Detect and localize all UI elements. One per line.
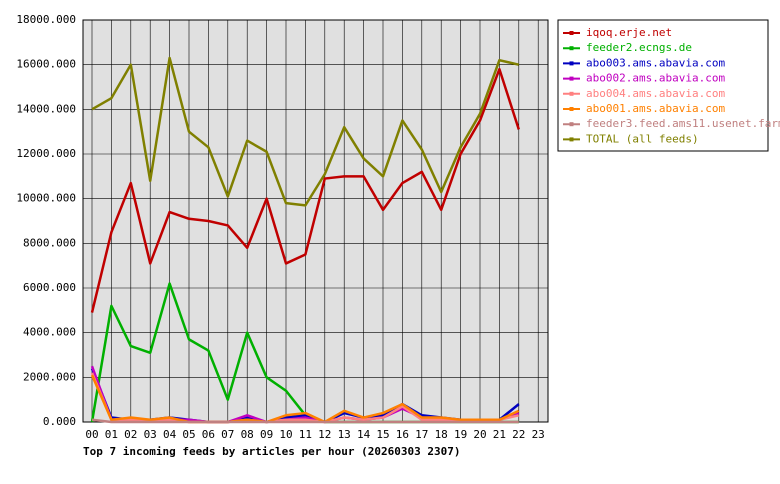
x-tick-label: 20 (473, 428, 486, 441)
legend-label: TOTAL (all feeds) (586, 132, 699, 145)
legend-label: abo001.ams.abavia.com (586, 102, 725, 115)
x-tick-label: 09 (260, 428, 273, 441)
legend-marker (569, 107, 574, 111)
y-tick-label: 14000.000 (16, 102, 76, 115)
legend-label: iqoq.erje.net (586, 26, 672, 39)
legend-label: feeder3.feed.ams11.usenet.farm (586, 117, 780, 130)
x-tick-label: 23 (532, 428, 545, 441)
x-tick-label: 01 (105, 428, 118, 441)
x-tick-label: 14 (357, 428, 371, 441)
x-tick-label: 19 (454, 428, 467, 441)
legend-marker (569, 61, 574, 66)
x-tick-label: 08 (241, 428, 254, 441)
legend-label: abo004.ams.abavia.com (586, 87, 725, 100)
y-tick-label: 10000.000 (16, 192, 76, 205)
x-tick-label: 10 (279, 428, 292, 441)
legend-label: abo002.ams.abavia.com (586, 72, 725, 85)
legend-marker (569, 46, 574, 51)
y-tick-label: 4000.000 (23, 326, 76, 339)
legend-marker (569, 76, 574, 81)
legend-label: abo003.ams.abavia.com (586, 56, 725, 69)
x-tick-label: 16 (396, 428, 409, 441)
chart-title: Top 7 incoming feeds by articles per hou… (83, 445, 461, 458)
x-tick-label: 02 (124, 428, 137, 441)
x-tick-label: 12 (318, 428, 331, 441)
series-line (90, 372, 520, 424)
y-tick-label: 0.000 (43, 415, 76, 428)
y-tick-label: 6000.000 (23, 281, 76, 294)
x-tick-label: 00 (85, 428, 98, 441)
legend-marker (569, 91, 574, 96)
series-line (90, 374, 520, 424)
y-tick-label: 16000.000 (16, 58, 76, 71)
x-tick-label: 06 (202, 428, 215, 441)
legend-label: feeder2.ecngs.de (586, 41, 692, 54)
x-tick-label: 18 (435, 428, 448, 441)
x-tick-label: 13 (338, 428, 351, 441)
x-tick-label: 21 (493, 428, 506, 441)
legend-box (557, 19, 769, 152)
x-tick-label: 17 (415, 428, 428, 441)
x-tick-label: 15 (376, 428, 389, 441)
legend-marker (569, 122, 574, 127)
y-tick-label: 8000.000 (23, 236, 76, 249)
y-tick-label: 12000.000 (16, 147, 76, 160)
series-line (91, 418, 519, 424)
plot-area (82, 19, 549, 423)
x-tick-label: 03 (144, 428, 157, 441)
x-tick-label: 22 (512, 428, 525, 441)
x-tick-label: 07 (221, 428, 234, 441)
y-tick-label: 2000.000 (23, 370, 76, 383)
y-tick-label: 18000.000 (16, 13, 76, 26)
x-tick-label: 05 (182, 428, 195, 441)
legend-marker (569, 31, 574, 35)
series-line (90, 67, 520, 313)
x-tick-label: 04 (163, 428, 177, 441)
legend-marker (569, 137, 574, 142)
x-tick-label: 11 (299, 428, 312, 441)
series-line (91, 56, 520, 207)
